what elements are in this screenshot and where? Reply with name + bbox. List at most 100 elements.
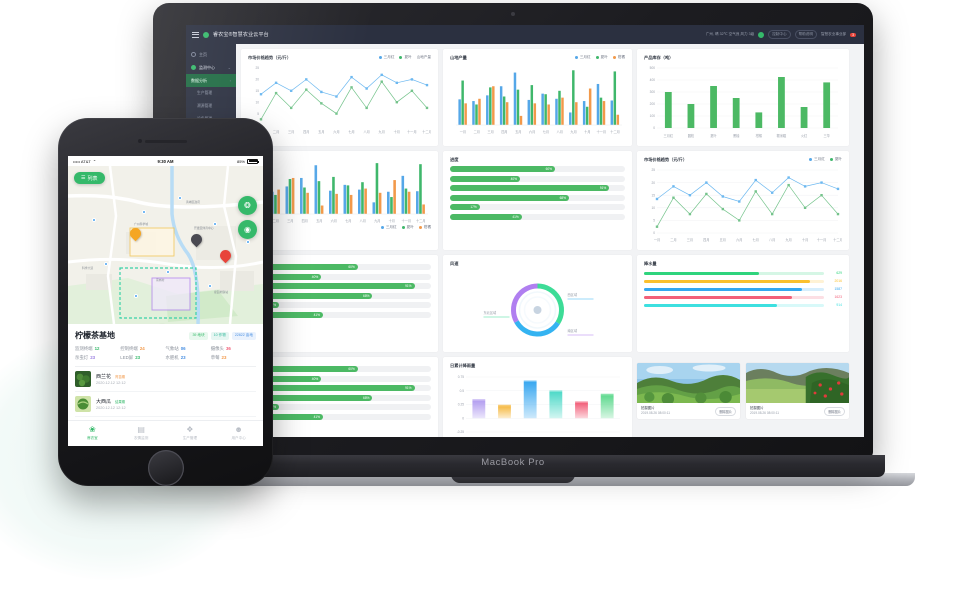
progress-bar-fill: 41%: [248, 311, 324, 318]
legend-item[interactable]: 夏叶: [401, 225, 414, 230]
site-stat-label: 气象站: [165, 346, 179, 351]
legend-item[interactable]: 柑橘: [612, 55, 625, 60]
card-title: 山地产量: [450, 55, 467, 60]
legend-item[interactable]: 夏叶: [595, 55, 608, 60]
svg-text:十一月: 十一月: [401, 218, 411, 223]
site-stat-value: 06: [180, 346, 186, 351]
svg-text:25: 25: [651, 168, 655, 172]
sidebar-item-analysis[interactable]: 数据分析 ›: [186, 74, 236, 87]
card-header: 山地产量 三月红 夏叶 柑橘: [450, 55, 625, 64]
map-label: 广州科学城: [134, 222, 148, 226]
nav-item-label: 生产管理: [182, 435, 198, 440]
user-menu[interactable]: 智慧农业事业部: [820, 32, 847, 36]
sidebar-item-trace[interactable]: 溯源管理: [186, 100, 236, 113]
legend-item[interactable]: 夏叶: [399, 55, 412, 60]
legend-item[interactable]: 三月红: [809, 157, 825, 162]
site-stat-value: 36: [225, 346, 231, 351]
svg-text:15: 15: [255, 89, 259, 93]
crop-stage-tag: 育苗期: [115, 374, 126, 379]
leaf-logo-icon: [203, 31, 209, 38]
user-nav-icon: ☻: [234, 425, 243, 435]
battery-percent: 85%: [236, 158, 245, 164]
site-stat: 监测终端 12: [75, 346, 120, 352]
crop-info: 西兰花 育苗期 2020.12.12 12:12: [96, 373, 126, 386]
progress-bar: 91%: [450, 185, 625, 191]
map-dot[interactable]: [166, 270, 170, 274]
svg-text:0: 0: [462, 416, 464, 420]
svg-text:十一月: 十一月: [407, 129, 417, 134]
legend-item[interactable]: 三月红: [378, 55, 394, 60]
hamburger-icon[interactable]: [192, 31, 199, 38]
rain-bar-value: 2016: [834, 279, 842, 283]
map-dot[interactable]: [208, 284, 212, 288]
map-dot[interactable]: [92, 218, 96, 222]
list-item[interactable]: 西兰花 育苗期 2020.12.12 12:12: [75, 367, 256, 392]
home-button[interactable]: [147, 450, 184, 486]
map-pin-red[interactable]: [217, 247, 234, 264]
control-center-button[interactable]: 控制中心: [768, 30, 791, 39]
nav-item-用户中心[interactable]: ☻ 用户中心: [214, 421, 263, 446]
progress-bar: 41%: [248, 413, 431, 420]
svg-text:100: 100: [650, 114, 656, 118]
map-pin-yellow[interactable]: [127, 225, 144, 242]
chevron-down-icon: ⌄: [227, 65, 231, 70]
notification-badge[interactable]: 3: [850, 32, 856, 37]
svg-text:十一月: 十一月: [817, 237, 827, 242]
photo-meta: 拍摄图片 2019.08.26 08:00:11 删除图片: [637, 403, 740, 419]
delete-photo-button[interactable]: 删除图片: [824, 406, 845, 416]
leaf-nav-icon: ❀: [89, 425, 96, 435]
camera-button[interactable]: ◉: [238, 220, 257, 239]
sidebar-item-home[interactable]: 主页: [186, 48, 236, 61]
svg-text:七月: 七月: [753, 237, 759, 242]
sidebar-item-monitor[interactable]: 监测中心 ⌄: [186, 61, 236, 74]
svg-text:25: 25: [255, 66, 259, 70]
layers-button[interactable]: ❂: [238, 196, 257, 215]
card-wind: 风速 东北区域 西区域 南区域: [443, 255, 632, 352]
svg-text:10: 10: [255, 100, 259, 104]
rain-bar-track: [644, 303, 824, 307]
map-dot[interactable]: [213, 222, 217, 226]
tag-crops: 10 作物: [210, 331, 229, 340]
map-dot[interactable]: [134, 294, 138, 298]
legend-item[interactable]: 夏叶: [829, 157, 842, 162]
svg-text:五月: 五月: [720, 238, 726, 242]
delete-photo-button[interactable]: 删除图片: [715, 406, 736, 416]
nav-item-农情监测[interactable]: ▤ 农情监测: [117, 421, 166, 446]
legend-item[interactable]: 三月红: [574, 55, 591, 60]
site-stat-label: 摄像头: [210, 346, 224, 351]
map-pin-dark[interactable]: [188, 231, 205, 248]
site-stat-value: 23: [90, 355, 96, 360]
nav-item-睿农宝[interactable]: ❀ 睿农宝: [68, 421, 117, 446]
desktop-screen: 睿农宝®智慧农业云平台 广州, 晴 32℃ 空气良 风力 3级 控制中心 帮助说…: [186, 25, 864, 437]
home-icon: [191, 52, 196, 57]
weather-status-text: 广州, 晴 32℃ 空气良 风力 3级: [705, 32, 755, 36]
photo-label: 拍摄图片: [750, 406, 764, 410]
progress-bar: 68%: [248, 292, 431, 299]
svg-text:10: 10: [651, 206, 655, 210]
map-view[interactable]: ☰ 列表 ❂ ◉ 广州科学城 黄埔区政府: [68, 166, 263, 324]
map-dot[interactable]: [246, 240, 250, 244]
legend-item[interactable]: 柑橘: [418, 225, 431, 230]
map-dot[interactable]: [104, 262, 108, 266]
card-stock: 产品库存（吨） 0 100 200 300 400 500 三月红 圆枝 夏叶 黑柚 柑橘 糯米糍 火红…: [637, 49, 849, 146]
sidebar-item-production[interactable]: 生产管理: [186, 87, 236, 100]
svg-text:三月: 三月: [687, 238, 693, 242]
photo-card[interactable]: 拍摄图片 2019.08.26 08:00:11 删除图片: [637, 363, 740, 419]
legend-item[interactable]: 三月红: [380, 225, 397, 230]
progress-bar-fill: 60%: [248, 366, 358, 372]
help-button[interactable]: 帮助说明: [794, 30, 817, 39]
svg-text:五月: 五月: [318, 130, 324, 134]
list-item[interactable]: 大西瓜 结果期 2020.12.12 12:12: [75, 392, 256, 417]
crop-date: 2020.12.12 12:12: [96, 381, 126, 386]
photo-gallery: 拍摄图片 2019.08.26 08:00:11 删除图片: [637, 357, 849, 437]
card-title: 市场价格趋势（元/斤）: [248, 55, 292, 60]
photo-card[interactable]: 拍摄图片 2019.08.26 08:00:11 删除图片: [746, 363, 849, 419]
legend-item[interactable]: 山地产量: [416, 55, 431, 59]
site-stat-label: LED屏: [120, 355, 134, 360]
map-dot[interactable]: [178, 196, 182, 200]
list-toggle-button[interactable]: ☰ 列表: [74, 172, 105, 184]
map-dot[interactable]: [142, 210, 146, 214]
nav-item-生产管理[interactable]: ❖ 生产管理: [166, 421, 215, 446]
svg-text:火红: 火红: [801, 133, 808, 138]
